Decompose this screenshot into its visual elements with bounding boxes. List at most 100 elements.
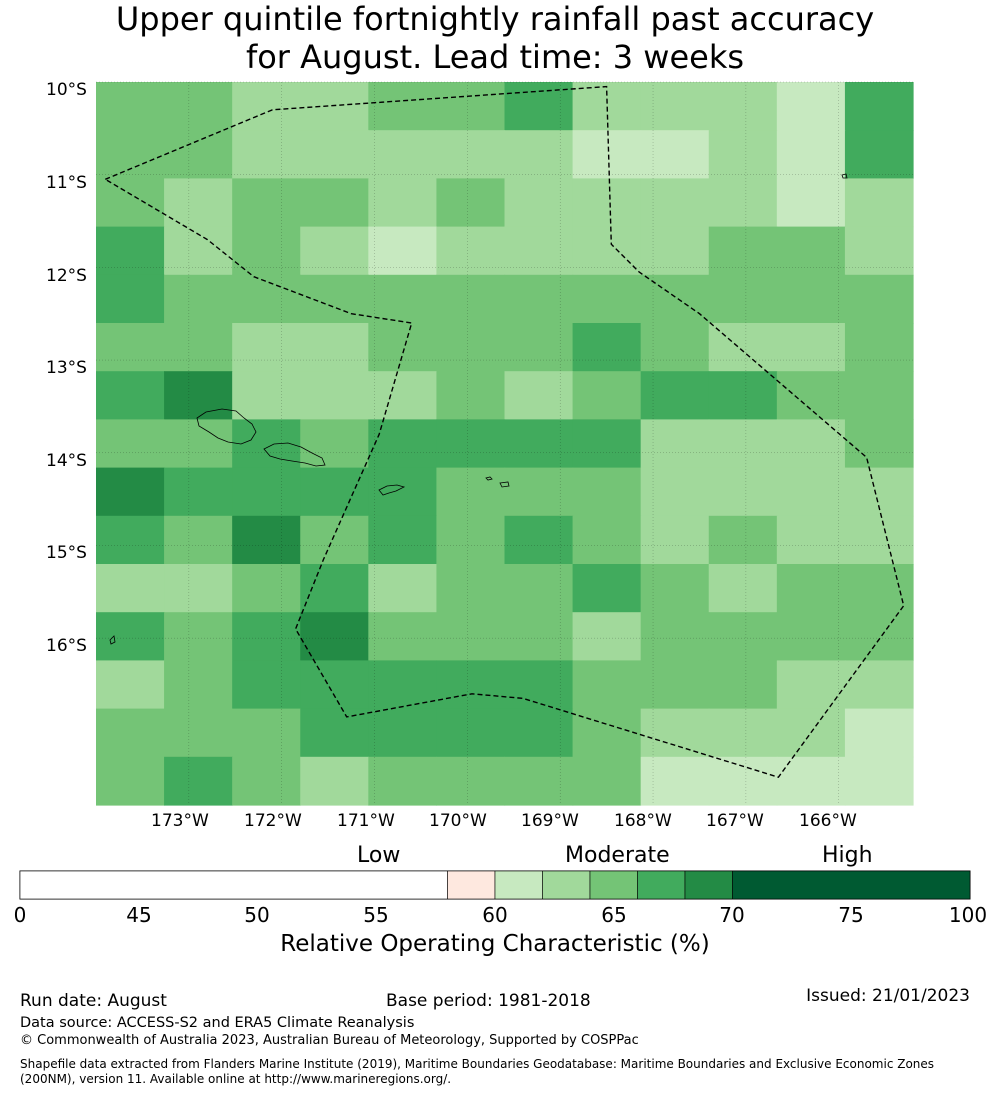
- grid-cell: [436, 130, 506, 179]
- grid-cell: [300, 274, 369, 324]
- grid-cell: [844, 660, 914, 710]
- grid-cell: [572, 178, 642, 228]
- colorbar-tick: 70: [719, 903, 745, 927]
- grid-cell: [232, 612, 301, 661]
- colorbar-tick: 0: [13, 903, 27, 927]
- grid-cell: [96, 660, 165, 710]
- grid-cell: [640, 226, 710, 276]
- grid-cell: [232, 178, 301, 228]
- lat-tick-10s: 10°S: [46, 80, 87, 100]
- grid-cell: [708, 515, 778, 565]
- grid-cell: [572, 226, 642, 276]
- grid-cell: [368, 419, 438, 469]
- lon-tick-173w: 173°W: [151, 811, 209, 831]
- grid-cell: [164, 756, 233, 806]
- grid-cell: [436, 274, 506, 324]
- grid-cell: [708, 82, 778, 131]
- lon-tick-167w: 167°W: [706, 811, 764, 831]
- colorbar-segment: [684, 870, 733, 900]
- grid-cell: [844, 130, 914, 179]
- grid-cell: [436, 467, 506, 517]
- grid-cell: [708, 564, 778, 613]
- grid-cell: [164, 467, 233, 517]
- chart-title: Upper quintile fortnightly rainfall past…: [0, 0, 990, 76]
- grid-cell: [300, 323, 369, 372]
- grid-cell: [96, 756, 165, 806]
- grid-cell: [572, 419, 642, 469]
- grid-cell: [96, 515, 165, 565]
- grid-cell: [164, 419, 233, 469]
- grid-cell: [164, 660, 233, 710]
- grid-cell: [640, 82, 710, 131]
- grid-cell: [232, 660, 301, 710]
- roc-grid-cells: [96, 82, 914, 806]
- grid-cell: [640, 371, 710, 420]
- grid-cell: [232, 564, 301, 613]
- grid-cell: [300, 130, 369, 179]
- grid-cell: [436, 323, 506, 372]
- grid-cell: [640, 708, 710, 758]
- grid-cell: [844, 612, 914, 661]
- grid-cell: [96, 467, 165, 517]
- grid-cell: [708, 178, 778, 228]
- grid-cell: [844, 708, 914, 758]
- grid-cell: [572, 708, 642, 758]
- grid-cell: [96, 708, 165, 758]
- grid-cell: [776, 564, 846, 613]
- colorbar-segments: [19, 870, 971, 900]
- grid-cell: [640, 467, 710, 517]
- grid-cell: [844, 82, 914, 131]
- grid-cell: [708, 467, 778, 517]
- grid-cell: [844, 178, 914, 228]
- lon-tick-169w: 169°W: [521, 811, 579, 831]
- legend-category-low: Low: [357, 843, 401, 868]
- grid-cell: [368, 371, 438, 420]
- grid-cell: [368, 515, 438, 565]
- grid-cell: [776, 756, 846, 806]
- grid-cell: [708, 323, 778, 372]
- island-manua-2: [499, 481, 510, 488]
- grid-cell: [164, 564, 233, 613]
- grid-cell: [504, 564, 574, 613]
- grid-cell: [164, 130, 233, 179]
- grid-cell: [640, 612, 710, 661]
- grid-cell: [640, 564, 710, 613]
- grid-cell: [436, 515, 506, 565]
- grid-cell: [368, 226, 438, 276]
- grid-cell: [640, 419, 710, 469]
- grid-cell: [640, 756, 710, 806]
- grid-cell: [96, 564, 165, 613]
- lat-tick-12s: 12°S: [46, 266, 87, 286]
- colorbar-segment: [494, 870, 543, 900]
- grid-cell: [164, 515, 233, 565]
- grid-cell: [436, 756, 506, 806]
- grid-cell: [368, 130, 438, 179]
- grid-cell: [572, 756, 642, 806]
- grid-cell: [776, 130, 846, 179]
- grid-cell: [232, 130, 301, 179]
- grid-cell: [776, 82, 846, 131]
- grid-cell: [708, 274, 778, 324]
- grid-cell: [232, 82, 301, 131]
- colorbar-segment: [732, 870, 971, 900]
- grid-cell: [708, 130, 778, 179]
- island-savaii: [196, 408, 257, 445]
- grid-cell: [300, 612, 369, 661]
- grid-cell: [436, 226, 506, 276]
- grid-cell: [300, 564, 369, 613]
- grid-cell: [504, 612, 574, 661]
- grid-cell: [300, 178, 369, 228]
- issued-date: Issued: 21/01/2023: [806, 986, 970, 1006]
- colorbar-segment: [542, 870, 591, 900]
- grid-cell: [776, 467, 846, 517]
- grid-cell: [572, 274, 642, 324]
- grid-cell: [368, 82, 438, 131]
- grid-cell: [844, 564, 914, 613]
- grid-cell: [572, 564, 642, 613]
- grid-cell: [436, 178, 506, 228]
- grid-cell: [96, 226, 165, 276]
- run-date: Run date: August: [20, 991, 167, 1011]
- grid-cell: [776, 274, 846, 324]
- grid-cell: [504, 82, 574, 131]
